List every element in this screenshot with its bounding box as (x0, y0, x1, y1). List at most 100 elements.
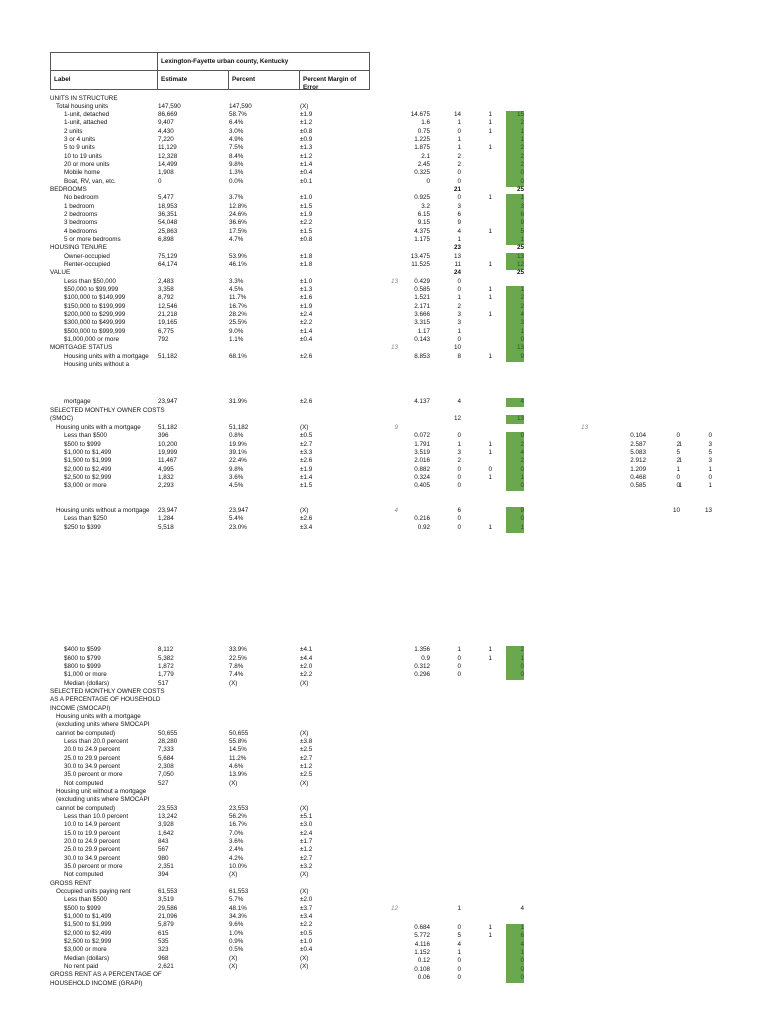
side-remainder-value: 1 (488, 311, 492, 318)
row-margin-of-error: ±1.4 (300, 474, 313, 481)
side-remainder-value: 1 (488, 228, 492, 235)
side-green-cell (506, 515, 524, 524)
row-estimate: 3,519 (158, 896, 174, 903)
row-label: 5 or more bedrooms (64, 236, 121, 243)
header-label: Label (54, 76, 71, 83)
row-estimate: 61,553 (158, 888, 178, 895)
side-raw-value: 8.853 (414, 353, 430, 360)
row-percent: 34.3% (229, 913, 247, 920)
row-estimate: 21,218 (158, 311, 178, 318)
side-raw-value: 0.405 (414, 482, 430, 489)
side-floor-value: 1 (457, 441, 461, 448)
row-percent: 46.1% (229, 261, 247, 268)
side-raw-value: 0.072 (414, 432, 430, 439)
side-green-cell (506, 663, 524, 672)
row-label: Less than $500 (64, 432, 108, 439)
side-remainder-value: 1 (488, 294, 492, 301)
row-label: Boat, RV, van, etc. (64, 178, 116, 185)
side-rounded-value: 12 (516, 261, 524, 268)
header-estimate: Estimate (157, 71, 228, 89)
row-label: INCOME (SMOCAPI) (50, 705, 111, 712)
side-green-cell (506, 932, 524, 941)
side-green-cell (506, 144, 524, 153)
side-green-cell (506, 482, 524, 491)
row-percent: 11.2% (229, 755, 247, 762)
row-estimate: 7,333 (158, 746, 174, 753)
side-grey-total: 13 (390, 344, 398, 351)
side-raw-value: 0.143 (414, 336, 430, 343)
row-percent: 9.6% (229, 921, 244, 928)
side-floor-value: 1 (457, 646, 461, 653)
row-label: Mobile home (64, 169, 101, 176)
side-rounded-value: 1 (520, 524, 524, 531)
row-margin-of-error: ±3.8 (300, 738, 313, 745)
row-estimate: 4,995 (158, 466, 174, 473)
far-rounded-value: 1 (708, 466, 712, 473)
side-green-cell (506, 949, 524, 958)
row-percent: 7.4% (229, 671, 244, 678)
far-floor-value: 0 (676, 474, 680, 481)
row-label: 20 or more units (64, 161, 110, 168)
row-estimate: 1,642 (158, 830, 174, 837)
row-margin-of-error: ±1.3 (300, 144, 313, 151)
row-label: $200,000 to $299,999 (64, 311, 126, 318)
row-label: 1-unit, detached (64, 111, 110, 118)
row-margin-of-error: ±1.2 (300, 153, 313, 160)
row-margin-of-error: ±2.2 (300, 219, 313, 226)
side-floor-value: 5 (457, 932, 461, 939)
row-margin-of-error: ±1.2 (300, 846, 313, 853)
row-estimate: 3,928 (158, 821, 174, 828)
side-raw-value: 4.137 (414, 398, 430, 405)
side-floor-value: 0 (457, 178, 461, 185)
row-percent: 9.8% (229, 466, 244, 473)
row-margin-of-error: ±1.5 (300, 482, 313, 489)
row-margin-of-error: ±2.6 (300, 457, 313, 464)
side-raw-value: 0.324 (414, 474, 430, 481)
row-label: $50,000 to $99,999 (64, 286, 119, 293)
row-percent: 1.0% (229, 930, 244, 937)
row-percent: 9.0% (229, 328, 244, 335)
table-header-columns: Label Estimate Percent Percent Margin of… (50, 70, 370, 91)
side-green-cell (506, 941, 524, 950)
row-label: $1,500 to $1,999 (64, 457, 112, 464)
row-percent: 1.3% (229, 169, 244, 176)
row-percent: 51,182 (229, 424, 249, 431)
row-margin-of-error: ±1.5 (300, 203, 313, 210)
side-floor-value: 9 (457, 219, 461, 226)
row-label: SELECTED MONTHLY OWNER COSTS (50, 688, 165, 695)
row-margin-of-error: ±1.0 (300, 938, 313, 945)
row-label: $800 to $999 (64, 663, 101, 670)
side-rounded-value: 2 (520, 441, 524, 448)
row-margin-of-error: ±0.1 (300, 178, 313, 185)
side-raw-value: 2.016 (414, 457, 430, 464)
far-raw-value: 1.209 (630, 466, 646, 473)
side-raw-value: 14.675 (410, 111, 430, 118)
side-rounded-value: 0 (520, 432, 524, 439)
far-floor-value: 2 (676, 457, 680, 464)
side-remainder-value: 0 (488, 466, 492, 473)
row-percent: 4.5% (229, 286, 244, 293)
row-margin-of-error: ±1.9 (300, 111, 313, 118)
row-percent: 147,590 (229, 103, 252, 110)
row-label: 4 bedrooms (64, 228, 98, 235)
row-estimate: 5,477 (158, 194, 174, 201)
row-label: cannot be computed) (56, 730, 116, 737)
row-estimate: 2,351 (158, 863, 174, 870)
side-raw-value: 2.171 (414, 303, 430, 310)
far-floor-value: 10 (672, 507, 680, 514)
row-margin-of-error: ±4.4 (300, 655, 313, 662)
far-rounded-value: 1 (708, 482, 712, 489)
side-remainder-value: 1 (488, 646, 492, 653)
row-label: Occupied units paying rent (56, 888, 131, 895)
row-label: $1,000 to $1,499 (64, 449, 112, 456)
row-estimate: 51,182 (158, 353, 178, 360)
row-percent: 24.6% (229, 211, 247, 218)
side-green-cell (506, 344, 524, 353)
row-margin-of-error: (X) (300, 730, 309, 737)
side-raw-value: 0.12 (417, 957, 430, 964)
row-label: $500 to $999 (64, 441, 101, 448)
side-rounded-value: 1 (520, 236, 524, 243)
side-rounded-value: 2 (520, 144, 524, 151)
side-rounded-value: 15 (516, 111, 524, 118)
side-rounded-value: 1 (520, 136, 524, 143)
